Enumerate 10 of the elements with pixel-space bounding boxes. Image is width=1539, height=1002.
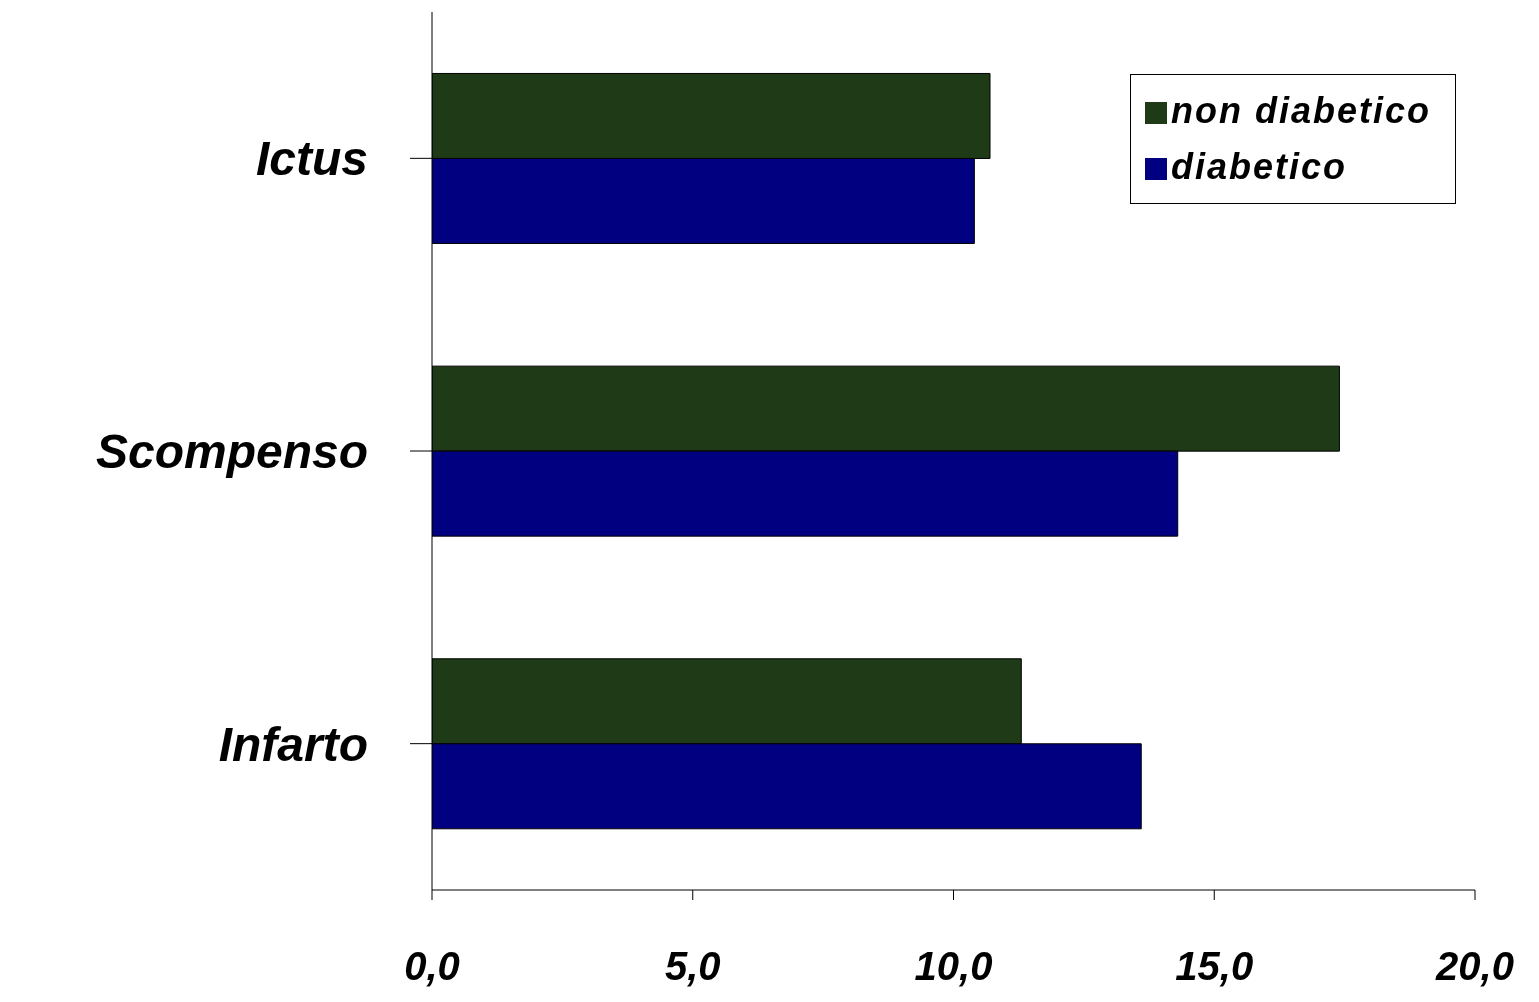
x-tick-label: 5,0: [664, 944, 721, 989]
x-tick-label: 20,0: [1435, 944, 1514, 989]
legend-label: non diabetico: [1171, 90, 1431, 131]
legend-label: diabetico: [1171, 146, 1348, 187]
y-tick-label: Scompenso: [95, 425, 368, 479]
y-tick-label: Infarto: [218, 717, 368, 771]
x-tick-label: 0,0: [404, 944, 460, 989]
y-tick-label: Ictus: [255, 132, 368, 186]
x-tick-label: 10,0: [914, 944, 993, 989]
x-tick-label: 15,0: [1175, 944, 1254, 989]
